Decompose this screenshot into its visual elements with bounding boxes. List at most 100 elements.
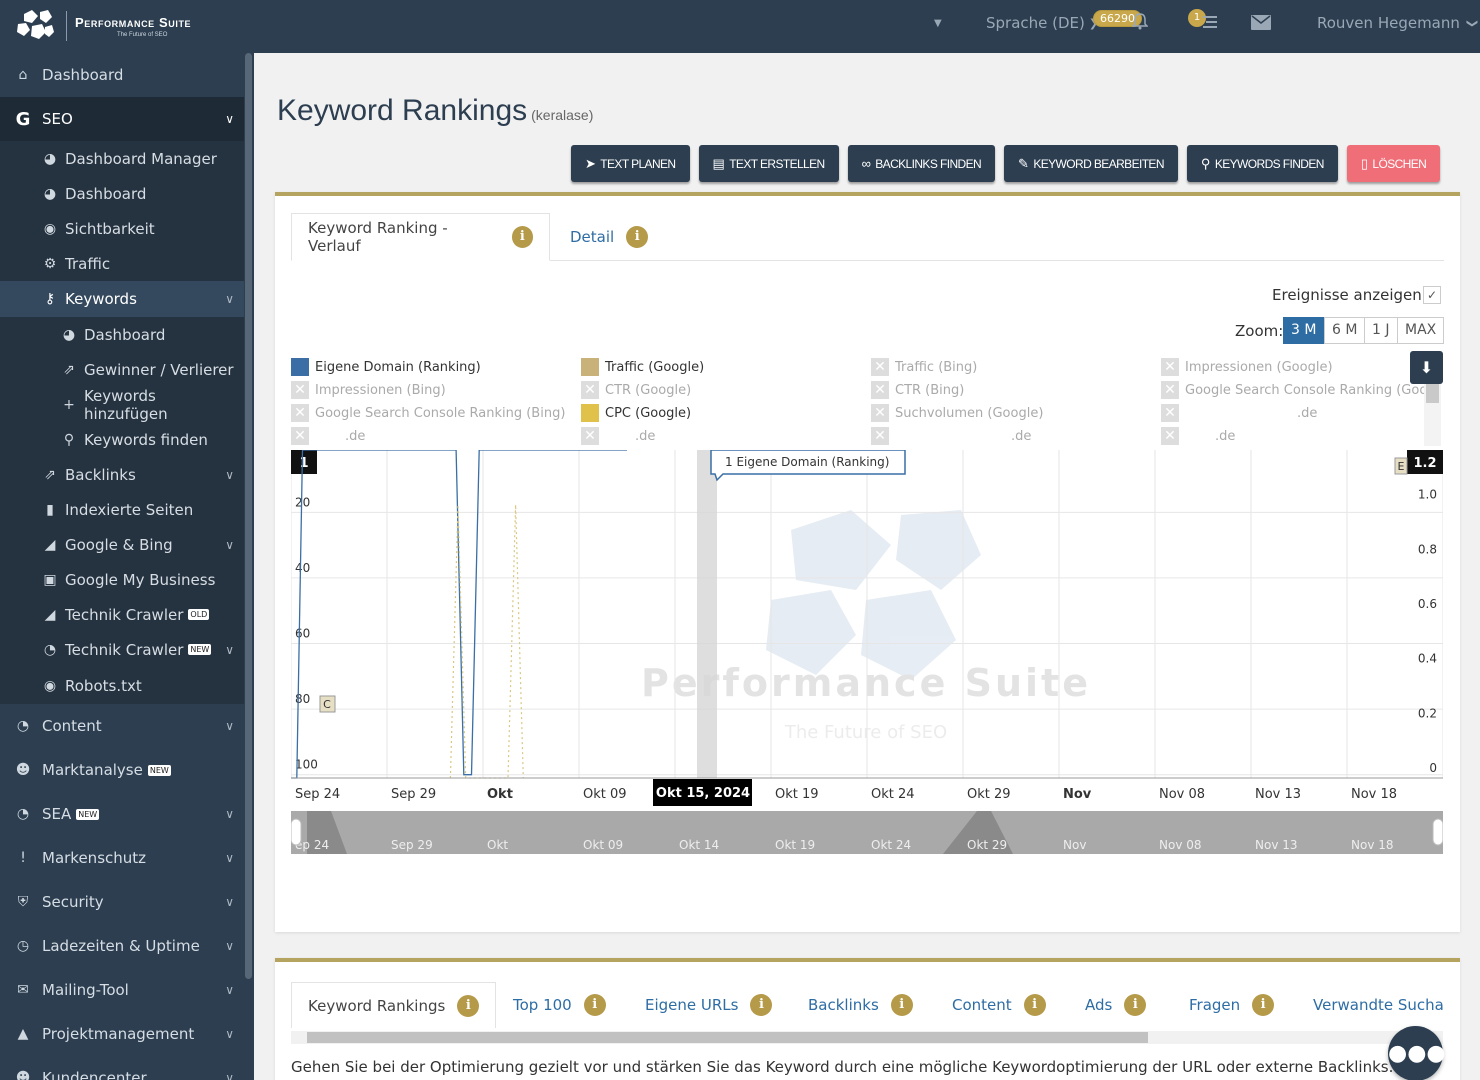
legend-item[interactable]: ✕ .de (1161, 427, 1235, 445)
sidebar-item-keywords[interactable]: ⚷ Keywords ∨ (0, 281, 244, 317)
legend-item[interactable]: Traffic (Google) (581, 358, 704, 376)
user-menu[interactable]: Rouven Hegemann ❯ (1317, 14, 1479, 32)
sidebar-item-indexierte-seiten[interactable]: ▮ Indexierte Seiten (0, 492, 244, 527)
mail-icon[interactable] (1251, 15, 1271, 34)
external-link-icon: ⇗ (44, 466, 56, 483)
keywords-finden-button[interactable]: ⚲ KEYWORDS FINDEN (1186, 145, 1338, 182)
tab-verwandte-suchanfragen[interactable]: Verwandte Suchan (1313, 982, 1443, 1028)
zoom-3m-button[interactable]: 3 M (1283, 317, 1325, 344)
legend-item[interactable]: Eigene Domain (Ranking) (291, 358, 481, 376)
sidebar-item-kw-dashboard[interactable]: ◕ Dashboard (0, 317, 244, 352)
sidebar-item-mailing[interactable]: ✉ Mailing-Tool ∨ (0, 968, 244, 1012)
legend-item[interactable]: ✕ Impressionen (Bing) (291, 381, 446, 399)
info-icon[interactable]: i (511, 226, 533, 248)
sidebar-item-gewinner-verlierer[interactable]: ⇗ Gewinner / Verlierer (0, 352, 244, 387)
sidebar-item-technik-crawler-old[interactable]: ◢ Technik Crawler OLD (0, 597, 244, 632)
info-icon[interactable]: i (583, 994, 606, 1016)
legend-item[interactable]: ✕ .de (581, 427, 655, 445)
navigator-handle-right[interactable] (1432, 818, 1443, 846)
legend-item[interactable]: ✕ Traffic (Bing) (871, 358, 977, 376)
optimization-hint: Gehen Sie bei der Optimierung gezielt vo… (291, 1058, 1394, 1076)
sidebar-item-markenschutz[interactable]: ! Markenschutz ∨ (0, 836, 244, 880)
legend-item[interactable]: ✕ CTR (Bing) (871, 381, 964, 399)
tab-fragen[interactable]: Fragen i (1189, 982, 1275, 1028)
legend-item[interactable]: ✕ Google Search Console Ranking (Google) (1161, 381, 1426, 399)
sidebar-item-content[interactable]: ◔ Content ∨ (0, 704, 244, 748)
backlinks-finden-button[interactable]: ∞ BACKLINKS FINDEN (847, 145, 996, 182)
sidebar-item-keywords-finden[interactable]: ⚲ Keywords finden (0, 422, 244, 457)
sidebar-item-security[interactable]: ⛨ Security ∨ (0, 880, 244, 924)
info-icon[interactable]: i (1023, 994, 1046, 1016)
language-switch[interactable]: Sprache (DE) ❯ (986, 14, 1098, 32)
zoom-max-button[interactable]: MAX (1397, 317, 1445, 344)
text-erstellen-button[interactable]: ▤ TEXT ERSTELLEN (698, 145, 839, 182)
info-icon[interactable]: i (890, 994, 913, 1016)
info-icon[interactable]: i (1124, 994, 1147, 1016)
sidebar-item-traffic[interactable]: ⚙ Traffic (0, 246, 244, 281)
sidebar-item-google-bing[interactable]: ◢ Google & Bing ∨ (0, 527, 244, 562)
plus-icon: + (63, 396, 75, 413)
sidebar-item-seo[interactable]: G SEO ∨ (0, 97, 244, 141)
language-label: Sprache (DE) (986, 14, 1085, 32)
brand[interactable]: Performance Suite The Future of SEO (14, 6, 191, 46)
info-icon[interactable]: i (750, 994, 773, 1016)
legend-item[interactable]: ✕ CTR (Google) (581, 381, 691, 399)
tab-keyword-ranking-verlauf[interactable]: Keyword Ranking - Verlauf i (291, 213, 550, 261)
legend-item[interactable]: ✕ Impressionen (Google) (1161, 358, 1333, 376)
list-icon[interactable] (1200, 14, 1218, 34)
legend-item[interactable]: ✕ .de (291, 427, 365, 445)
sidebar-item-projektmanagement[interactable]: ▲ Projektmanagement ∨ (0, 1012, 244, 1056)
event-marker-c[interactable] (319, 695, 336, 713)
keyword-bearbeiten-button[interactable]: ✎ KEYWORD BEARBEITEN (1004, 145, 1178, 182)
sidebar-item-sea[interactable]: ◔ SEA NEW ∨ (0, 792, 244, 836)
event-marker-e[interactable] (1394, 457, 1408, 475)
sidebar-item-google-my-business[interactable]: ▣ Google My Business (0, 562, 244, 597)
sidebar-item-dashboard-manager[interactable]: ◕ Dashboard Manager (0, 141, 244, 176)
navigator-shape (943, 811, 1013, 854)
info-icon[interactable]: i (457, 994, 480, 1017)
zoom-6m-button[interactable]: 6 M (1324, 317, 1366, 344)
legend-item[interactable]: CPC (Google) (581, 404, 691, 422)
download-icon[interactable]: ⬇ (1410, 351, 1443, 384)
sidebar-item-dashboard[interactable]: ⌂ Dashboard (0, 53, 244, 97)
navigator-track[interactable] (291, 811, 1443, 854)
text-planen-button[interactable]: ➤ TEXT PLANEN (571, 145, 690, 182)
tab-eigene-urls[interactable]: Eigene URLs i (645, 982, 773, 1028)
zoom-1y-button[interactable]: 1 J (1364, 317, 1398, 344)
tabs-scroll-thumb[interactable] (307, 1032, 1148, 1043)
sidebar-item-technik-crawler-new[interactable]: ◔ Technik Crawler NEW ∨ (0, 632, 244, 667)
legend-item[interactable]: ✕ .de (1161, 404, 1317, 422)
events-checkbox[interactable]: ✓ (1423, 286, 1441, 304)
info-icon[interactable]: i (626, 226, 649, 248)
sidebar-item-sichtbarkeit[interactable]: ◉ Sichtbarkeit (0, 211, 244, 246)
tab-backlinks[interactable]: Backlinks i (808, 982, 913, 1028)
tab-top-100[interactable]: Top 100 i (513, 982, 606, 1028)
bell-icon[interactable] (1131, 12, 1149, 34)
sidebar-item-seo-dashboard[interactable]: ◕ Dashboard (0, 176, 244, 211)
credit-badge[interactable]: 66290 (1093, 10, 1142, 27)
tab-keyword-rankings[interactable]: Keyword Rankings i (291, 982, 497, 1028)
sidebar-item-marktanalyse[interactable]: ☻ Marktanalyse NEW (0, 748, 244, 792)
loeschen-button[interactable]: ▯ LÖSCHEN (1346, 145, 1441, 182)
ranking-series-line[interactable] (291, 450, 627, 779)
sidebar-item-kundencenter[interactable]: ☻ Kundencenter ∨ (0, 1056, 244, 1080)
chat-icon[interactable]: ●●● (1388, 1026, 1446, 1080)
sidebar-item-backlinks[interactable]: ⇗ Backlinks ∨ (0, 457, 244, 492)
sidebar-item-robots[interactable]: ◉ Robots.txt (0, 667, 244, 704)
legend-item[interactable]: ✕ .de (871, 427, 1031, 445)
legend-item[interactable]: ✕ Suchvolumen (Google) (871, 404, 1043, 422)
tab-ads[interactable]: Ads i (1085, 982, 1147, 1028)
menu-caret-icon[interactable]: ▼ (934, 18, 942, 29)
legend-scrollbar[interactable] (1424, 381, 1441, 446)
sidebar-item-keywords-hinzufuegen[interactable]: + Keywords hinzufügen (0, 387, 244, 423)
info-icon[interactable]: i (1252, 994, 1275, 1016)
legend-item[interactable]: ✕ Google Search Console Ranking (Bing) (291, 404, 565, 422)
sidebar-item-ladezeiten[interactable]: ◷ Ladezeiten & Uptime ∨ (0, 924, 244, 968)
tabs-scrollbar[interactable] (291, 1031, 1443, 1044)
navigator-handle-left[interactable] (291, 818, 302, 846)
tab-detail[interactable]: Detail i (554, 213, 664, 261)
tab-content[interactable]: Content i (952, 982, 1046, 1028)
legend-scroll-thumb[interactable] (1426, 383, 1439, 403)
sidebar-scrollbar[interactable] (245, 53, 252, 979)
